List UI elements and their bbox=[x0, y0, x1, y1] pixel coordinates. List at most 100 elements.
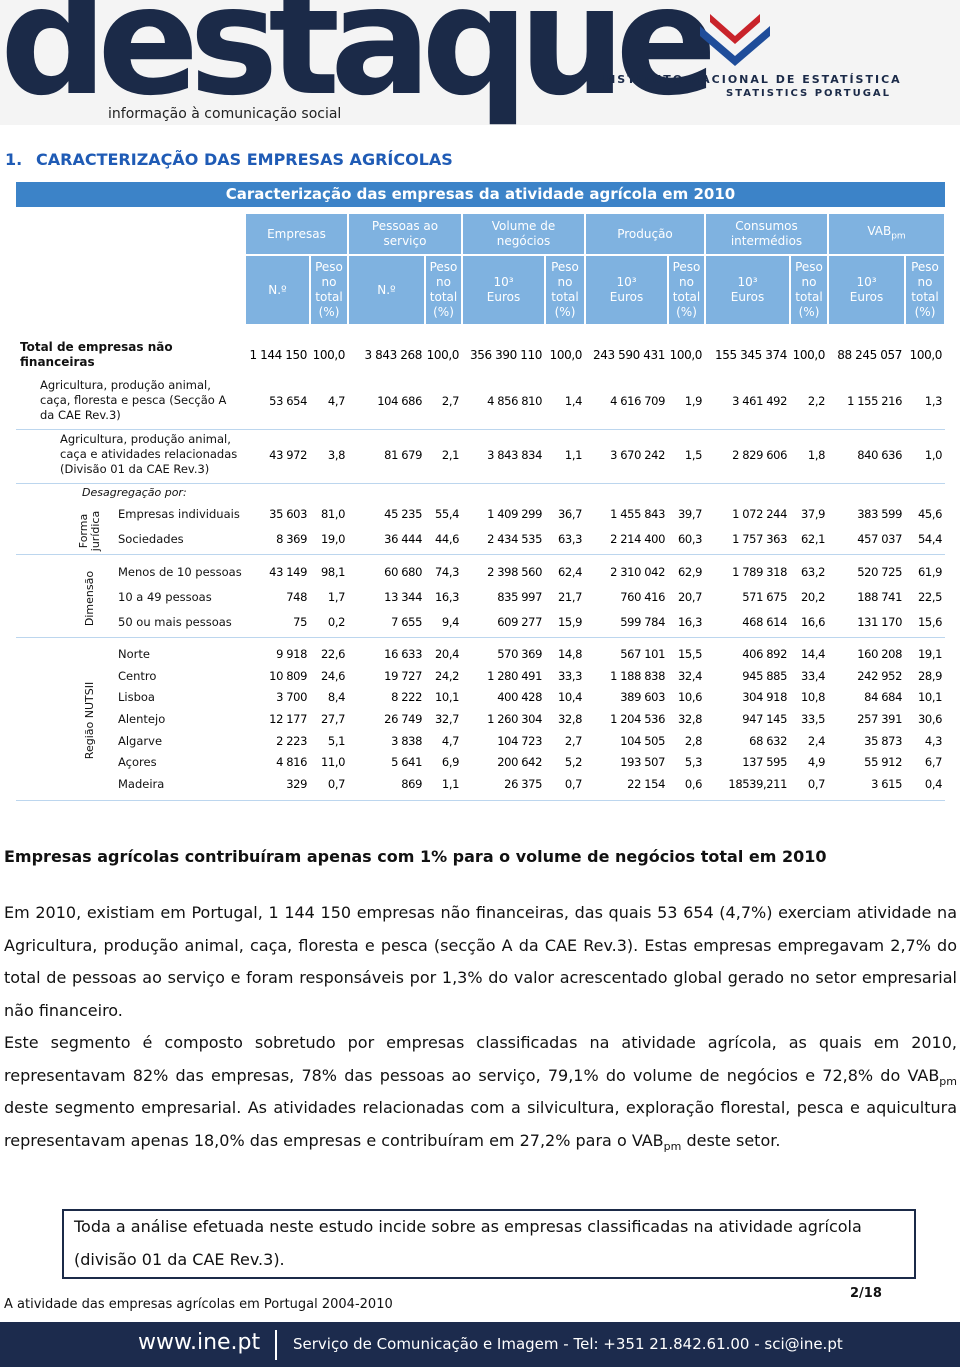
cell-value: 599 784 bbox=[620, 615, 665, 629]
cell-value: 0,2 bbox=[327, 615, 345, 629]
cell-value: 26 749 bbox=[384, 712, 422, 726]
table: Empresas Pessoas ao serviço Volume de negó… bbox=[20, 214, 944, 793]
row-rule bbox=[16, 800, 945, 801]
cell-value: 243 590 431 bbox=[593, 348, 665, 362]
cell-value: 945 885 bbox=[742, 669, 787, 683]
cell-value: 835 997 bbox=[497, 590, 542, 604]
tagline: informação à comunicação social bbox=[108, 106, 342, 122]
cell-value: 16,3 bbox=[677, 615, 702, 629]
header: destaque informação à comunicação social… bbox=[0, 0, 960, 125]
text: deste setor. bbox=[681, 1130, 781, 1150]
cell-value: 2,4 bbox=[807, 734, 825, 748]
cell-value: 840 636 bbox=[857, 448, 902, 462]
section-title: CARACTERIZAÇÃO DAS EMPRESAS AGRÍCOLAS bbox=[36, 150, 453, 169]
breakdown-label: Desagregação por: bbox=[82, 486, 187, 499]
cell-value: 188 741 bbox=[857, 590, 902, 604]
cell-value: 8 369 bbox=[276, 532, 307, 546]
paragraph: Em 2010, existiam em Portugal, 1 144 150… bbox=[4, 897, 957, 1027]
cell-value: 15,6 bbox=[917, 615, 942, 629]
table-title: Caracterização das empresas da atividade… bbox=[16, 182, 945, 207]
group-label: Pessoas ao serviço bbox=[371, 219, 439, 248]
cell-value: 16,3 bbox=[434, 590, 459, 604]
cell-value: 609 277 bbox=[497, 615, 542, 629]
cell-value: 1 204 536 bbox=[610, 712, 665, 726]
group-sub: pm bbox=[891, 231, 906, 242]
group-label: Produção bbox=[617, 226, 673, 241]
cell-value: 10,8 bbox=[800, 690, 825, 704]
cell-value: 62,9 bbox=[677, 565, 702, 579]
side-label: Dimensão bbox=[83, 570, 97, 626]
cell-value: 5,2 bbox=[564, 755, 582, 769]
group-text: VAB bbox=[867, 223, 892, 238]
cell-value: 1,8 bbox=[807, 448, 825, 462]
cell-value: 100,0 bbox=[669, 348, 703, 362]
sub-header-label: Peso no total (%) bbox=[551, 260, 579, 319]
cell-value: 1,0 bbox=[924, 448, 942, 462]
cell-value: 1,5 bbox=[684, 448, 702, 462]
cell-value: 19,0 bbox=[320, 532, 345, 546]
group-label: VABpm bbox=[867, 224, 905, 244]
cell-value: 0,6 bbox=[684, 777, 702, 791]
cell-value: 155 345 374 bbox=[715, 348, 787, 362]
sub-header: N.º bbox=[349, 256, 424, 324]
sub-header-label: N.º bbox=[377, 282, 396, 297]
cell-value: 4 816 bbox=[276, 755, 307, 769]
cell-value: 4,3 bbox=[924, 734, 942, 748]
cell-value: 33,4 bbox=[800, 669, 825, 683]
paragraph: Este segmento é composto sobretudo por e… bbox=[4, 1027, 957, 1157]
row-rule bbox=[16, 483, 945, 484]
sub-header: Peso no total (%) bbox=[426, 256, 461, 324]
row-label: Norte bbox=[118, 647, 150, 661]
cell-value: 24,6 bbox=[320, 669, 345, 683]
text: Este segmento é composto sobretudo por e… bbox=[4, 1033, 957, 1085]
cell-value: 0,7 bbox=[807, 777, 825, 791]
cell-value: 3,8 bbox=[327, 448, 345, 462]
row-label: Lisboa bbox=[118, 690, 155, 704]
cell-value: 45 235 bbox=[384, 507, 422, 521]
cell-value: 22,6 bbox=[320, 647, 345, 661]
cell-value: 2 434 535 bbox=[487, 532, 542, 546]
cell-value: 100,0 bbox=[909, 348, 943, 362]
cell-value: 567 101 bbox=[620, 647, 665, 661]
cell-value: 22,5 bbox=[917, 590, 942, 604]
sub-header: Peso no total (%) bbox=[906, 256, 944, 324]
side-label-box: Dimensão bbox=[80, 565, 100, 631]
cell-value: 88 245 057 bbox=[837, 348, 902, 362]
cell-value: 1 280 491 bbox=[487, 669, 542, 683]
cell-value: 3 843 268 bbox=[364, 348, 423, 362]
row-label: Alentejo bbox=[118, 712, 166, 726]
text: Em 2010, existiam em Portugal, 1 144 150… bbox=[4, 903, 957, 1020]
cell-value: 33,3 bbox=[557, 669, 582, 683]
row-label: 50 ou mais pessoas bbox=[118, 615, 232, 629]
cell-value: 4 856 810 bbox=[487, 394, 542, 408]
cell-value: 36,7 bbox=[557, 507, 582, 521]
cell-value: 35 873 bbox=[864, 734, 902, 748]
cell-value: 60,3 bbox=[677, 532, 702, 546]
institute-en: STATISTICS PORTUGAL bbox=[726, 88, 892, 99]
cell-value: 36 444 bbox=[384, 532, 422, 546]
cell-value: 33,5 bbox=[800, 712, 825, 726]
cell-value: 81,0 bbox=[320, 507, 345, 521]
row-label: Centro bbox=[118, 669, 157, 683]
side-label-box: Região NUTSII bbox=[80, 647, 100, 793]
group-header: Consumos intermédios bbox=[706, 214, 827, 254]
cell-value: 62,1 bbox=[800, 532, 825, 546]
cell-value: 160 208 bbox=[857, 647, 902, 661]
cell-value: 947 145 bbox=[742, 712, 787, 726]
cell-value: 15,5 bbox=[677, 647, 702, 661]
sub-header-label: N.º bbox=[268, 282, 287, 297]
cell-value: 1,1 bbox=[564, 448, 582, 462]
cell-value: 1 455 843 bbox=[610, 507, 665, 521]
cell-value: 869 bbox=[401, 777, 422, 791]
row-label: Algarve bbox=[118, 734, 163, 748]
cell-value: 61,9 bbox=[917, 565, 942, 579]
group-label: Empresas bbox=[267, 226, 326, 241]
sub-header-label: Peso no total (%) bbox=[911, 260, 939, 319]
cell-value: 98,1 bbox=[320, 565, 345, 579]
sub-header: 10³ Euros bbox=[463, 256, 544, 324]
cell-value: 16 633 bbox=[384, 647, 422, 661]
sub-header-label: Peso no total (%) bbox=[429, 260, 458, 319]
cell-value: 2,2 bbox=[807, 394, 825, 408]
cell-value: 60 680 bbox=[384, 565, 422, 579]
group-header: Volume de negócios bbox=[463, 214, 584, 254]
